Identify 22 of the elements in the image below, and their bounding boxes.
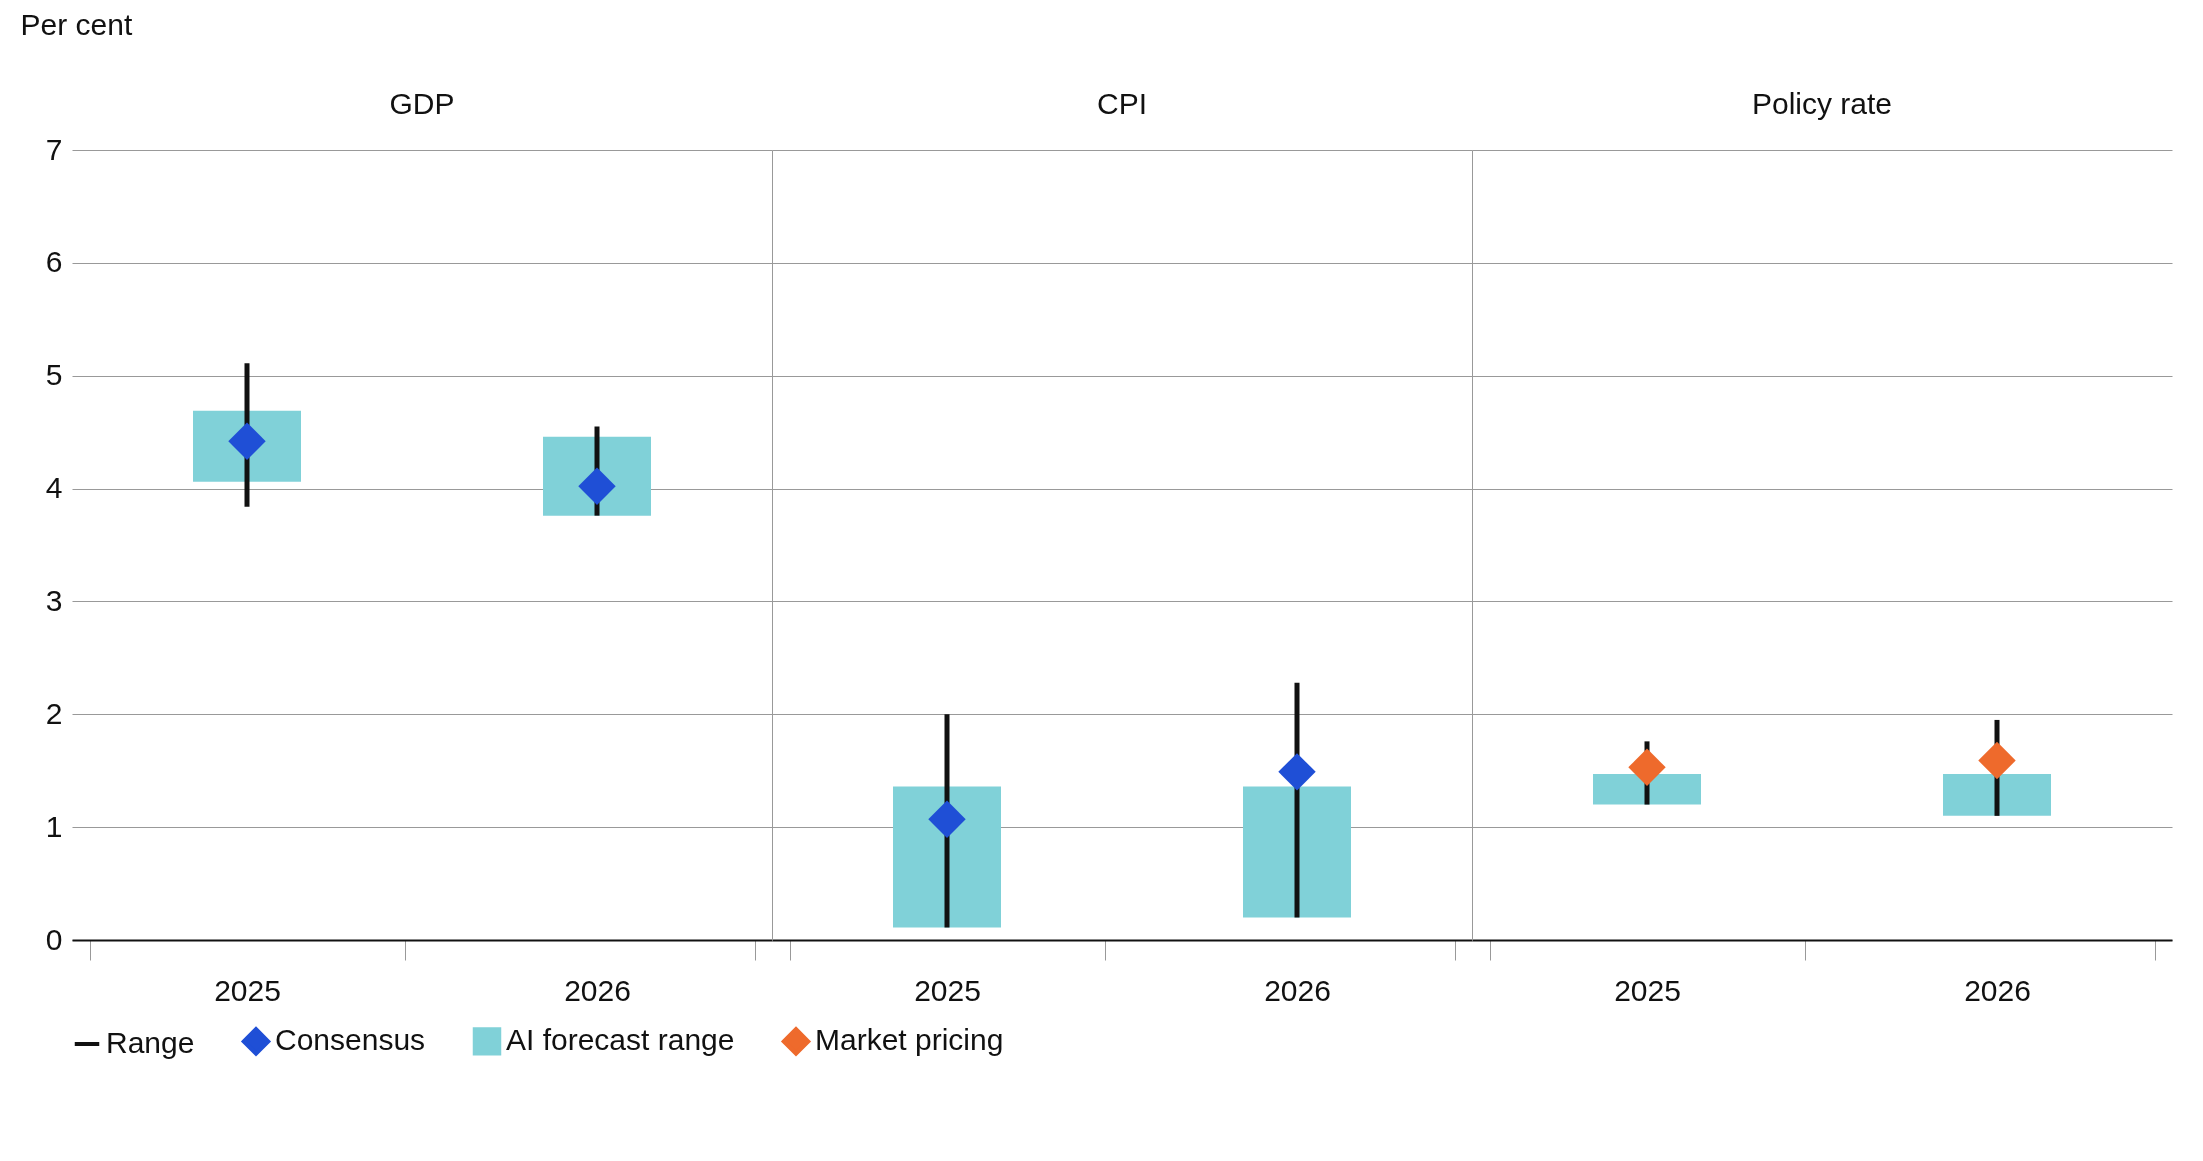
x-tick-label: 2025 [1614, 973, 1681, 1007]
y-tick-label: 1 [45, 809, 63, 843]
chart-title: CPI [1096, 87, 1148, 120]
y-tick-label: 7 [45, 132, 63, 166]
x-tick-label: 2025 [914, 973, 981, 1007]
x-tick-label: 2026 [564, 973, 631, 1007]
y-axis-title: Per cent [20, 7, 133, 41]
x-tick-label: 2026 [1264, 973, 1331, 1007]
y-tick-label: 0 [45, 922, 63, 956]
legend-label: Range [106, 1026, 195, 1059]
legend-label: Market pricing [815, 1023, 1004, 1057]
x-tick-label: 2025 [214, 973, 281, 1007]
y-tick-label: 4 [45, 471, 63, 505]
x-tick-label: 2026 [1964, 973, 2031, 1007]
y-tick-label: 3 [45, 583, 63, 617]
y-tick-label: 2 [45, 696, 63, 730]
chart-title: GDP [389, 87, 455, 120]
y-tick-label: 5 [45, 358, 63, 392]
legend-label: AI forecast range [506, 1023, 735, 1057]
chart-title: Policy rate [1751, 87, 1893, 120]
legend-label: Consensus [275, 1023, 426, 1057]
y-tick-label: 6 [45, 245, 63, 279]
